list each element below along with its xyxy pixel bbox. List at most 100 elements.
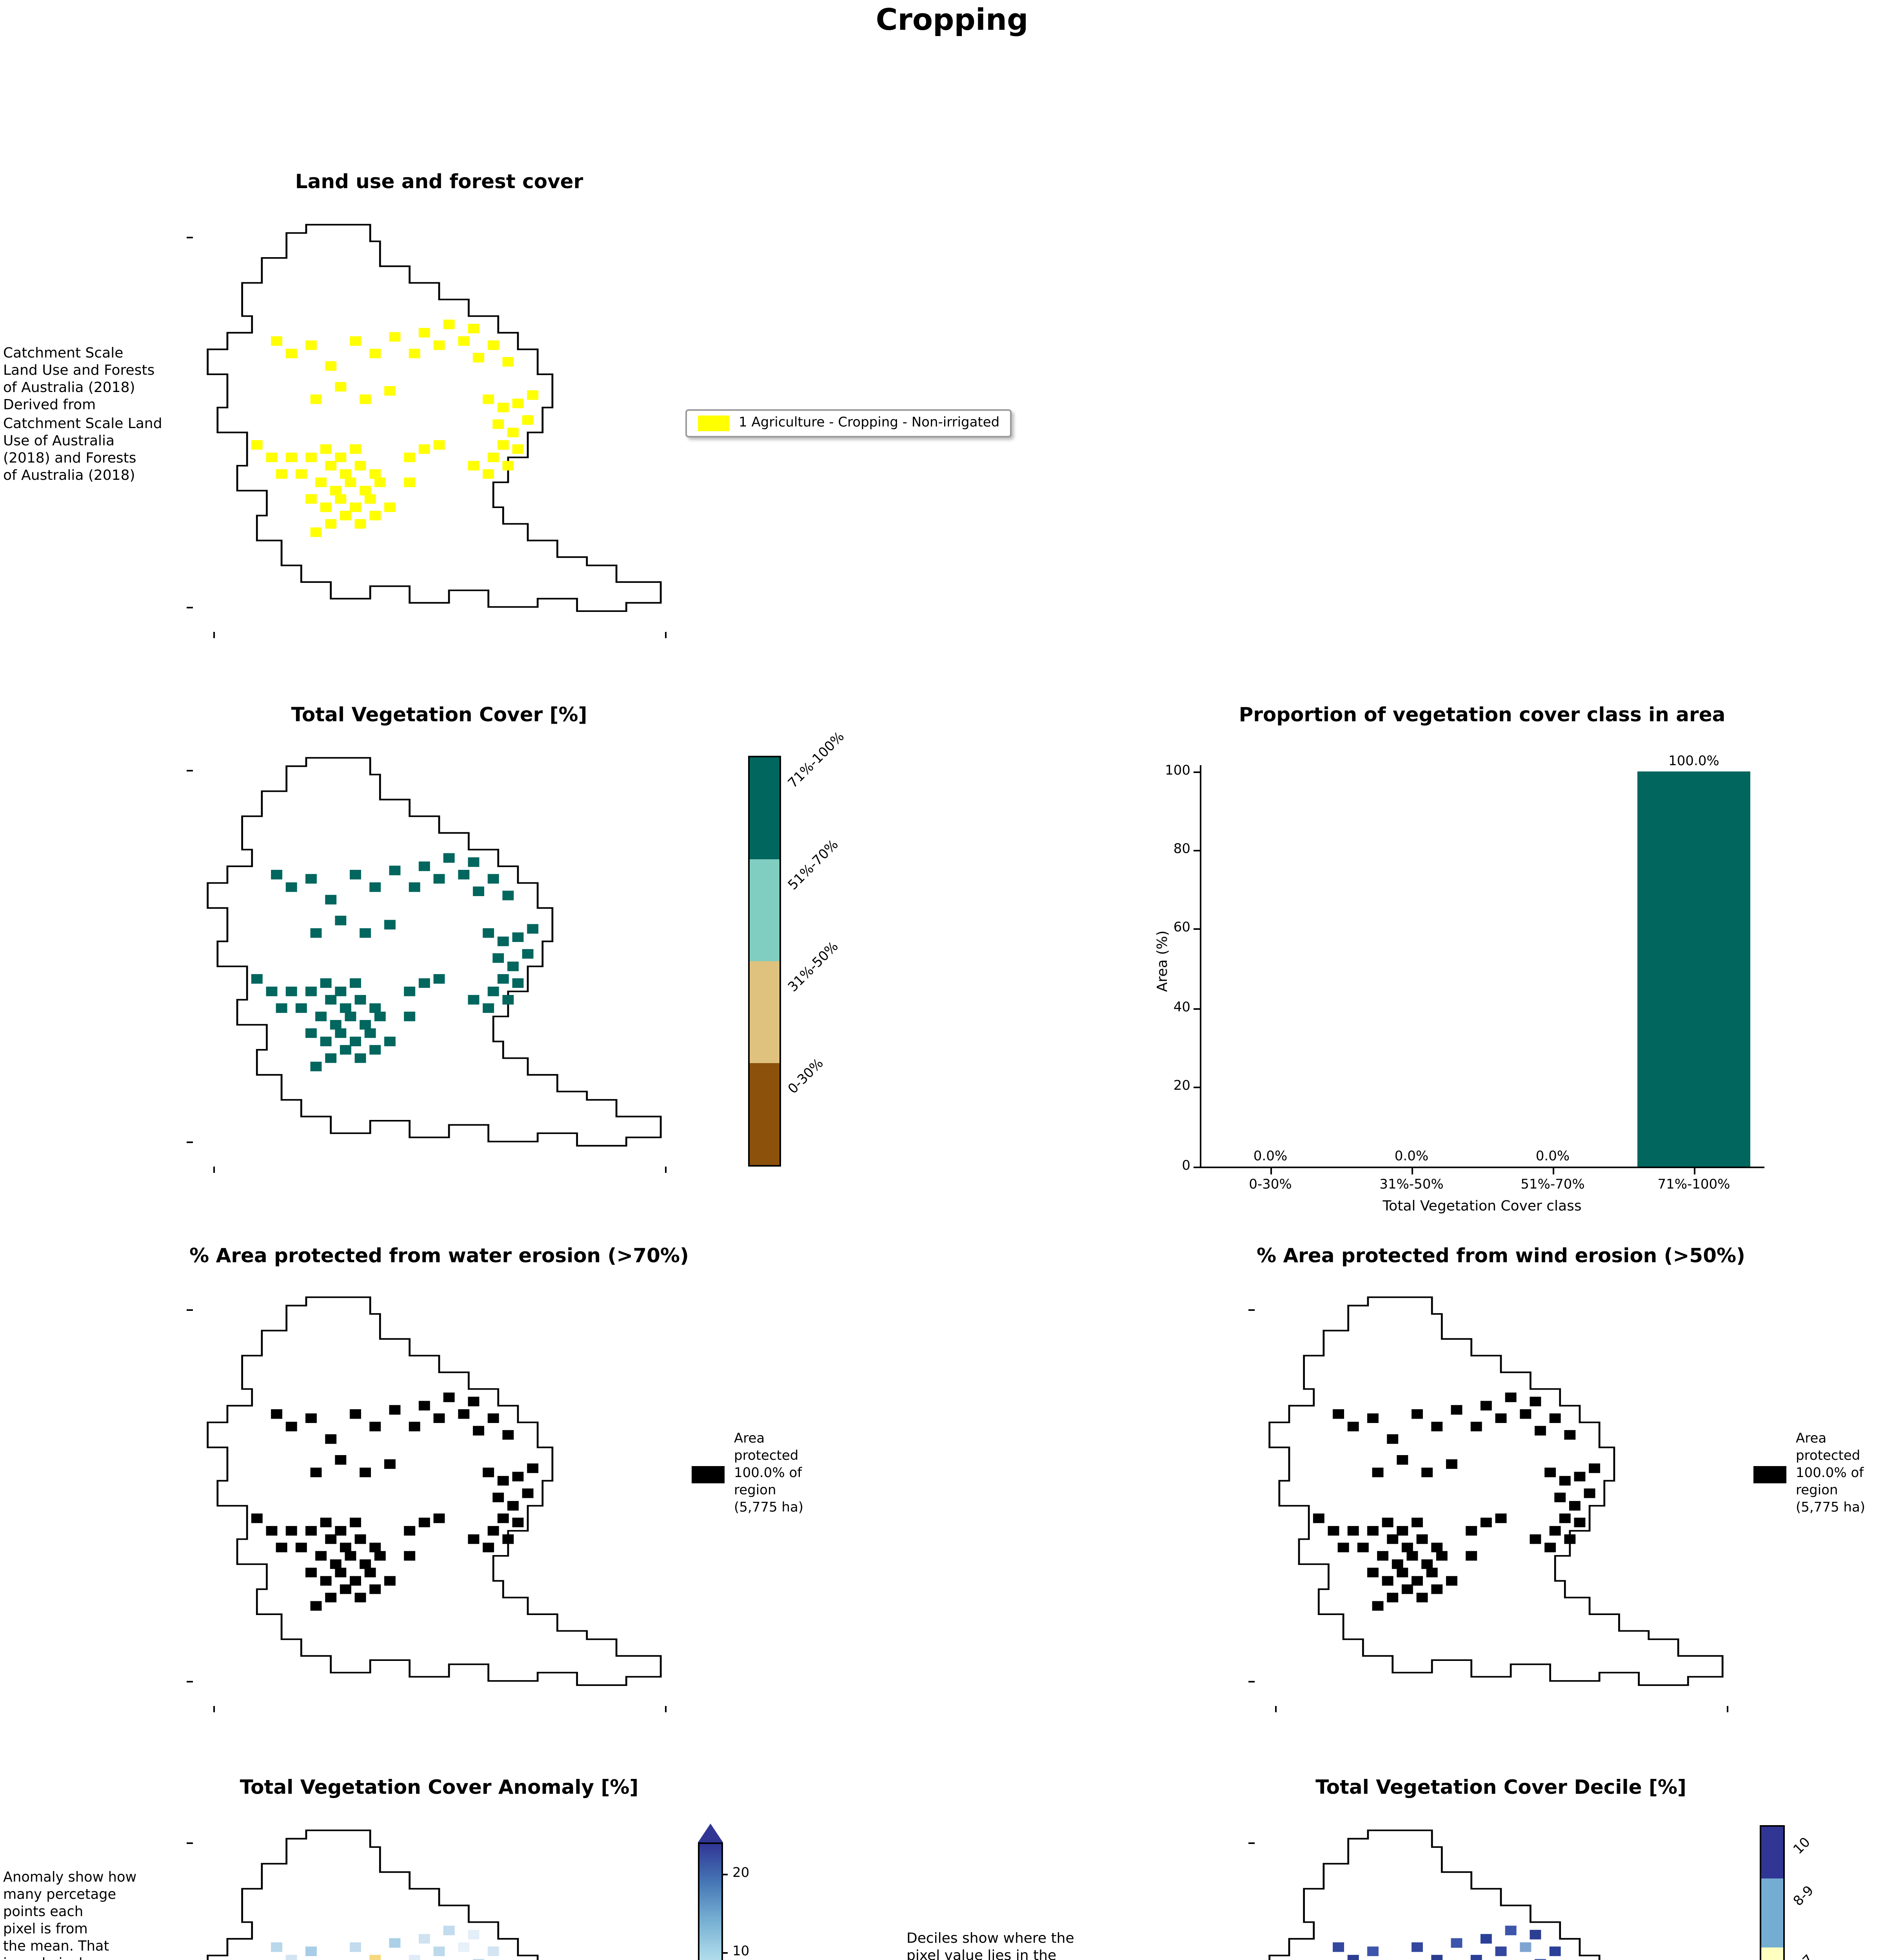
catchment-boundary bbox=[207, 224, 662, 612]
map-pixel bbox=[1431, 1421, 1443, 1432]
map-pixel bbox=[374, 1011, 386, 1022]
axis-tick bbox=[213, 1706, 214, 1712]
y-tick-label: 0 bbox=[1182, 1158, 1190, 1174]
x-tick bbox=[1693, 1168, 1695, 1174]
map-pixel bbox=[354, 461, 366, 471]
map-pixel bbox=[374, 477, 386, 487]
x-tick bbox=[1552, 1168, 1553, 1174]
x-tick-label: 71%-100% bbox=[1657, 1178, 1730, 1193]
map-pixel bbox=[497, 440, 509, 450]
map-pixel bbox=[1333, 1409, 1344, 1419]
map-pixel bbox=[1554, 1492, 1566, 1503]
map-pixel bbox=[1421, 1467, 1433, 1477]
map-pixel bbox=[305, 874, 317, 884]
map-pixel bbox=[1584, 1488, 1595, 1498]
map-pixel bbox=[360, 1559, 371, 1569]
map-pixel bbox=[487, 452, 499, 462]
water-legend-label: Area protected 100.0% of region (5,775 h… bbox=[734, 1432, 804, 1517]
landuse-map bbox=[187, 216, 685, 638]
map-pixel bbox=[305, 1526, 317, 1536]
map-pixel bbox=[384, 386, 396, 396]
map-pixel bbox=[305, 1413, 317, 1423]
map-pixel bbox=[1431, 1584, 1443, 1594]
map-pixel bbox=[1495, 1413, 1507, 1423]
map-pixel bbox=[325, 1053, 337, 1063]
map-pixel bbox=[345, 1011, 356, 1022]
map-pixel bbox=[325, 1593, 337, 1602]
y-tick-label: 20 bbox=[1173, 1079, 1190, 1095]
x-tick-label: 0-30% bbox=[1249, 1178, 1292, 1193]
map-pixel bbox=[497, 1513, 509, 1523]
map-pixel bbox=[271, 1942, 282, 1952]
map-pixel bbox=[497, 974, 509, 984]
map-pixel bbox=[1451, 1938, 1463, 1948]
map-pixel bbox=[369, 1045, 381, 1055]
map-pixel bbox=[1559, 1513, 1571, 1523]
bar-value-label: 100.0% bbox=[1668, 754, 1719, 770]
map-pixel bbox=[335, 452, 347, 462]
map-pixel bbox=[369, 348, 381, 358]
map-pixel bbox=[433, 974, 445, 984]
map-pixel bbox=[335, 494, 347, 504]
anomaly-colorbar-gradient bbox=[698, 1842, 723, 1960]
map-pixel bbox=[502, 357, 514, 367]
axis-tick bbox=[187, 770, 193, 772]
map-pixel bbox=[1377, 1551, 1389, 1561]
map-pixel bbox=[512, 1472, 524, 1482]
y-tick-label: 100 bbox=[1165, 763, 1190, 779]
wind-erosion-map-svg bbox=[1268, 1296, 1724, 1686]
map-pixel bbox=[1431, 1543, 1443, 1552]
map-pixel bbox=[497, 936, 509, 946]
map-pixel bbox=[527, 390, 539, 400]
axis-tick bbox=[187, 1142, 193, 1143]
map-pixel bbox=[310, 394, 322, 404]
map-pixel bbox=[483, 1543, 494, 1552]
bar-value-label: 0.0% bbox=[1394, 1149, 1429, 1165]
map-pixel bbox=[418, 1517, 430, 1528]
map-pixel bbox=[502, 1430, 514, 1440]
map-pixel bbox=[271, 336, 282, 346]
map-pixel bbox=[404, 1011, 416, 1022]
map-pixel bbox=[1367, 1568, 1379, 1577]
map-pixel bbox=[305, 1568, 317, 1577]
map-pixel bbox=[527, 1463, 539, 1473]
map-pixel bbox=[295, 469, 307, 479]
map-pixel bbox=[276, 1543, 287, 1552]
map-pixel bbox=[468, 324, 480, 334]
map-pixel bbox=[1574, 1472, 1586, 1482]
map-pixel bbox=[1495, 1946, 1507, 1956]
map-pixel bbox=[389, 1938, 401, 1948]
map-pixel bbox=[1505, 1392, 1517, 1402]
chart-x-axis-label: Total Vegetation Cover class bbox=[1383, 1200, 1582, 1215]
y-tick bbox=[1194, 929, 1200, 931]
map-pixel bbox=[266, 452, 278, 462]
map-pixel bbox=[497, 403, 509, 412]
map-pixel bbox=[468, 995, 480, 1005]
map-pixel bbox=[369, 1584, 381, 1594]
map-pixel bbox=[404, 1526, 416, 1536]
map-pixel bbox=[487, 874, 499, 884]
axis-tick bbox=[1248, 1310, 1255, 1312]
y-axis bbox=[1200, 765, 1201, 1168]
panel-title-decile: Total Vegetation Cover Decile [%] bbox=[1315, 1775, 1686, 1798]
map-pixel bbox=[340, 1045, 351, 1055]
map-pixel bbox=[350, 1517, 361, 1528]
map-pixel bbox=[330, 1020, 342, 1030]
map-pixel bbox=[320, 1517, 332, 1528]
axis-tick bbox=[665, 1167, 667, 1173]
bar bbox=[1637, 771, 1750, 1167]
map-pixel bbox=[384, 1036, 396, 1047]
map-pixel bbox=[354, 995, 366, 1005]
axis-tick bbox=[1248, 1681, 1255, 1683]
map-pixel bbox=[1412, 1409, 1423, 1419]
map-pixel bbox=[487, 1413, 499, 1423]
wind-legend-label: Area protected 100.0% of region (5,775 h… bbox=[1796, 1432, 1866, 1517]
map-pixel bbox=[350, 444, 361, 454]
map-pixel bbox=[369, 511, 381, 521]
map-pixel bbox=[487, 1526, 499, 1536]
map-pixel bbox=[1495, 1513, 1507, 1523]
map-pixel bbox=[1530, 1534, 1541, 1544]
bar-value-label: 0.0% bbox=[1253, 1149, 1288, 1165]
map-pixel bbox=[354, 1053, 366, 1063]
